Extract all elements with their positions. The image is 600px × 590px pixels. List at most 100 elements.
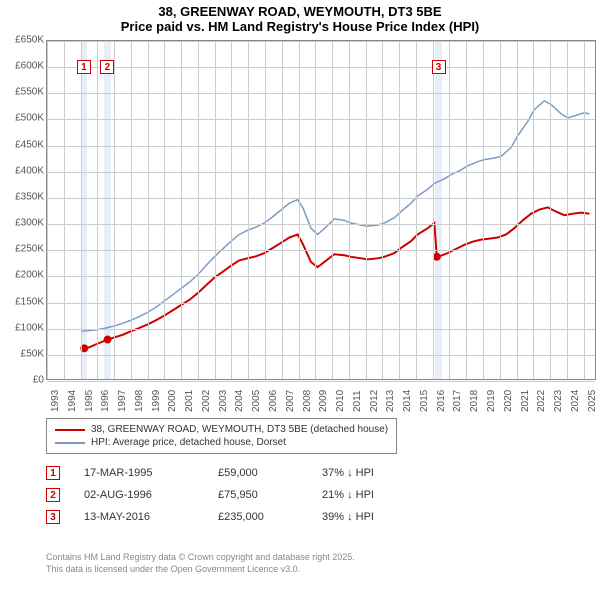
grid-line-v [466, 41, 467, 379]
x-axis-label: 2008 [302, 390, 313, 412]
legend-label: 38, GREENWAY ROAD, WEYMOUTH, DT3 5BE (de… [91, 424, 388, 435]
x-axis-label: 2007 [285, 390, 296, 412]
x-axis-label: 2013 [385, 390, 396, 412]
legend-row: 38, GREENWAY ROAD, WEYMOUTH, DT3 5BE (de… [55, 423, 388, 436]
y-axis-label: £550K [15, 87, 44, 98]
legend-label: HPI: Average price, detached house, Dors… [91, 437, 286, 448]
x-axis-label: 2018 [469, 390, 480, 412]
y-axis-label: £450K [15, 139, 44, 150]
footer: Contains HM Land Registry data © Crown c… [46, 552, 355, 575]
grid-line-v [550, 41, 551, 379]
grid-line-v [483, 41, 484, 379]
title-area: 38, GREENWAY ROAD, WEYMOUTH, DT3 5BE Pri… [0, 0, 600, 36]
grid-line-h [47, 224, 595, 225]
grid-line-v [584, 41, 585, 379]
x-axis-label: 2004 [234, 390, 245, 412]
grid-line-v [500, 41, 501, 379]
grid-line-h [47, 198, 595, 199]
grid-line-v [382, 41, 383, 379]
footer-line-2: This data is licensed under the Open Gov… [46, 564, 355, 576]
legend-swatch [55, 429, 85, 431]
grid-line-v [198, 41, 199, 379]
y-axis-label: £300K [15, 218, 44, 229]
sales-delta: 21% ↓ HPI [322, 489, 412, 501]
grid-line-v [349, 41, 350, 379]
y-axis-label: £150K [15, 296, 44, 307]
series-marker [433, 253, 441, 261]
grid-line-h [47, 67, 595, 68]
grid-line-v [181, 41, 182, 379]
sales-table: 1 17-MAR-1995 £59,000 37% ↓ HPI 2 02-AUG… [46, 462, 412, 528]
grid-line-v [231, 41, 232, 379]
x-axis-label: 2014 [402, 390, 413, 412]
sales-price: £75,950 [218, 489, 298, 501]
grid-line-h [47, 276, 595, 277]
grid-line-v [315, 41, 316, 379]
sales-date: 17-MAR-1995 [84, 467, 194, 479]
x-axis-label: 2010 [335, 390, 346, 412]
title-line-1: 38, GREENWAY ROAD, WEYMOUTH, DT3 5BE [0, 4, 600, 19]
plot-area: 12 3 [46, 40, 596, 380]
y-axis-label: £600K [15, 61, 44, 72]
grid-line-v [399, 41, 400, 379]
x-axis-label: 2012 [369, 390, 380, 412]
title-line-2: Price paid vs. HM Land Registry's House … [0, 19, 600, 34]
y-axis-label: £350K [15, 191, 44, 202]
series-line-price_paid [84, 207, 589, 348]
legend: 38, GREENWAY ROAD, WEYMOUTH, DT3 5BE (de… [46, 418, 397, 454]
grid-line-v [449, 41, 450, 379]
x-axis-label: 2024 [570, 390, 581, 412]
grid-line-h [47, 381, 595, 382]
legend-swatch [55, 442, 85, 444]
x-axis-label: 2015 [419, 390, 430, 412]
chart-marker-box: 1 [77, 60, 91, 74]
x-axis-label: 2017 [452, 390, 463, 412]
sales-row: 1 17-MAR-1995 £59,000 37% ↓ HPI [46, 462, 412, 484]
x-axis-label: 1993 [50, 390, 61, 412]
x-axis-label: 1999 [151, 390, 162, 412]
series-marker [104, 336, 112, 344]
grid-line-v [164, 41, 165, 379]
x-axis-label: 1996 [100, 390, 111, 412]
x-axis-label: 2025 [587, 390, 598, 412]
grid-line-v [81, 41, 82, 379]
grid-line-h [47, 355, 595, 356]
x-axis-label: 2011 [352, 390, 363, 412]
x-axis-label: 2016 [436, 390, 447, 412]
grid-line-v [416, 41, 417, 379]
x-axis-label: 2000 [167, 390, 178, 412]
chart-marker-box: 3 [432, 60, 446, 74]
grid-line-h [47, 41, 595, 42]
x-axis-label: 2019 [486, 390, 497, 412]
grid-line-v [248, 41, 249, 379]
x-axis-label: 2023 [553, 390, 564, 412]
grid-line-h [47, 172, 595, 173]
grid-line-v [131, 41, 132, 379]
y-axis-label: £0 [33, 375, 44, 386]
y-axis-label: £250K [15, 244, 44, 255]
grid-line-v [97, 41, 98, 379]
y-axis-label: £400K [15, 165, 44, 176]
x-axis-label: 2005 [251, 390, 262, 412]
chart-container: 38, GREENWAY ROAD, WEYMOUTH, DT3 5BE Pri… [0, 0, 600, 590]
x-axis-label: 2003 [218, 390, 229, 412]
y-axis-label: £650K [15, 35, 44, 46]
sales-delta: 37% ↓ HPI [322, 467, 412, 479]
sales-price: £59,000 [218, 467, 298, 479]
grid-line-v [215, 41, 216, 379]
x-axis-label: 1997 [117, 390, 128, 412]
y-axis-label: £100K [15, 322, 44, 333]
x-axis-label: 2021 [520, 390, 531, 412]
grid-line-v [148, 41, 149, 379]
grid-line-v [433, 41, 434, 379]
sales-marker: 1 [46, 466, 60, 480]
grid-line-h [47, 303, 595, 304]
chart-marker-box: 2 [100, 60, 114, 74]
sales-row: 3 13-MAY-2016 £235,000 39% ↓ HPI [46, 506, 412, 528]
x-axis-label: 1998 [134, 390, 145, 412]
grid-line-v [64, 41, 65, 379]
grid-line-v [366, 41, 367, 379]
legend-row: HPI: Average price, detached house, Dors… [55, 436, 388, 449]
x-axis-label: 1994 [67, 390, 78, 412]
grid-line-h [47, 250, 595, 251]
